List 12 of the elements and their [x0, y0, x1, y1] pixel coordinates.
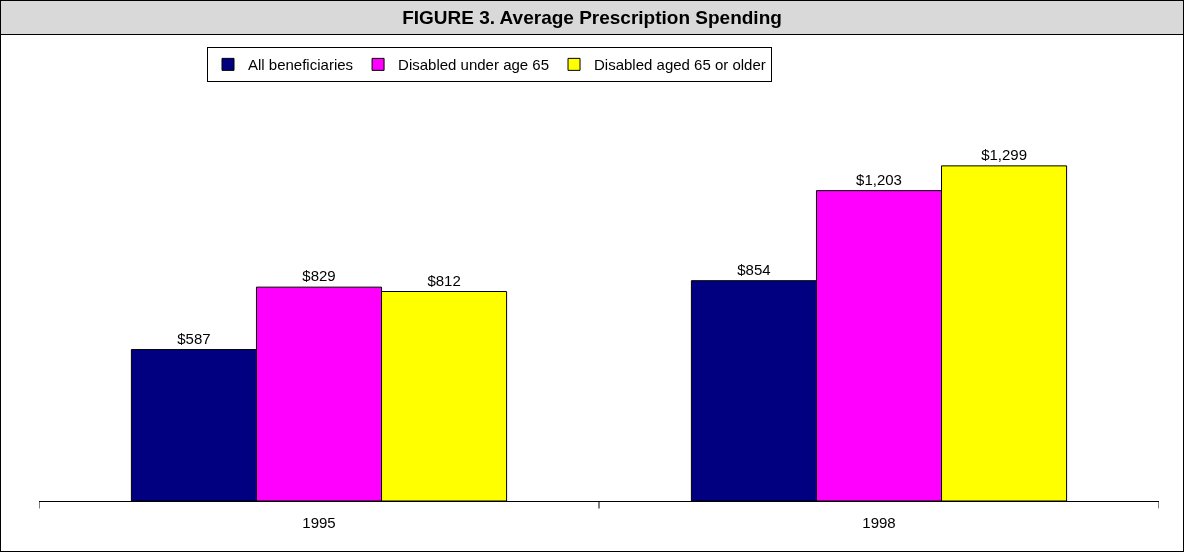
legend-label: Disabled aged 65 or older	[594, 56, 766, 74]
data-label: $854	[737, 260, 771, 278]
legend-label: All beneficiaries	[248, 56, 354, 74]
legend-label: Disabled under age 65	[398, 56, 550, 74]
data-label: $587	[177, 329, 211, 347]
x-tick-label: 1995	[302, 514, 336, 531]
chart-title: FIGURE 3. Average Prescription Spending	[1, 1, 1183, 35]
data-label: $812	[427, 271, 461, 289]
data-label: $1,299	[981, 145, 1028, 163]
data-label: $829	[302, 267, 336, 285]
data-label: $1,203	[856, 170, 902, 188]
x-tick-label: 1998	[862, 514, 896, 531]
